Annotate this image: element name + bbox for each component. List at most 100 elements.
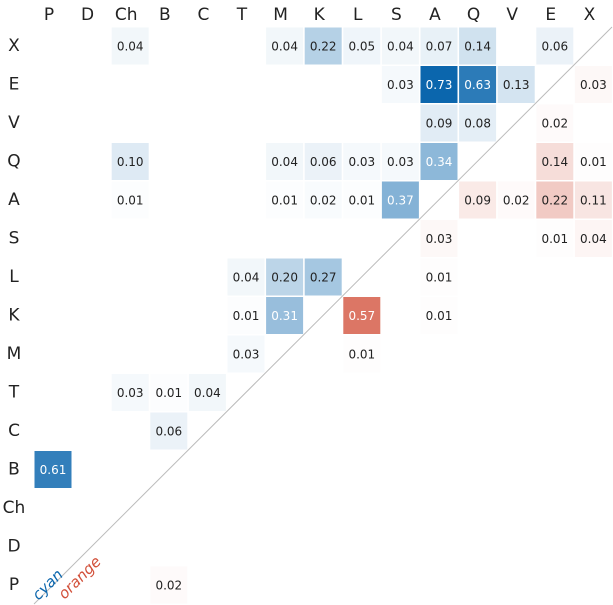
cell-label: 0.04 <box>580 232 607 246</box>
cell-label: 0.09 <box>464 194 491 208</box>
cell-label: 0.14 <box>541 155 568 169</box>
cell-label: 0.06 <box>310 155 337 169</box>
x-tick-label: D <box>81 5 94 25</box>
cell-label: 0.22 <box>541 194 568 208</box>
y-tick-label: E <box>9 75 20 95</box>
x-tick-label: K <box>314 5 326 25</box>
cell <box>381 66 419 103</box>
cell-label: 0.02 <box>541 117 568 131</box>
x-tick-label: M <box>273 5 288 25</box>
y-tick-label: P <box>9 575 19 595</box>
cell <box>266 297 304 334</box>
cell <box>150 412 188 450</box>
cell-label: 0.01 <box>155 386 182 400</box>
cell <box>343 297 381 334</box>
cell <box>266 258 304 296</box>
cell-label: 0.13 <box>503 78 530 92</box>
cell-label: 0.03 <box>233 348 260 362</box>
y-tick-label: B <box>8 460 20 480</box>
x-tick-label: V <box>506 5 518 25</box>
cell <box>536 27 574 65</box>
cell <box>304 143 342 180</box>
y-tick-label: X <box>8 36 20 56</box>
cell-label: 0.02 <box>155 579 182 593</box>
cell-label: 0.07 <box>426 40 453 54</box>
y-tick-label: M <box>7 344 22 364</box>
cell-label: 0.31 <box>271 309 298 323</box>
cell <box>420 27 458 65</box>
y-tick-label: L <box>9 267 19 287</box>
cell <box>459 27 497 65</box>
cell-label: 0.04 <box>271 155 298 169</box>
cell-label: 0.27 <box>310 271 337 285</box>
y-tick-label: K <box>8 306 20 326</box>
x-tick-label: A <box>429 5 441 25</box>
cell-label: 0.01 <box>271 194 298 208</box>
cell-label: 0.03 <box>117 386 144 400</box>
y-tick-label: A <box>8 190 20 210</box>
cell-label: 0.02 <box>503 194 530 208</box>
cell <box>574 181 612 219</box>
cell <box>420 104 458 142</box>
x-tick-label: P <box>44 5 54 25</box>
cell-label: 0.63 <box>464 78 491 92</box>
cell-label: 0.01 <box>348 194 375 208</box>
cell-label: 0.01 <box>580 155 607 169</box>
cell <box>459 104 497 142</box>
cell-label: 0.03 <box>348 155 375 169</box>
cell-label: 0.05 <box>348 40 375 54</box>
x-tick-label: Ch <box>115 5 138 25</box>
cell <box>111 374 149 411</box>
x-tick-label: E <box>545 5 556 25</box>
cell-label: 0.01 <box>117 194 144 208</box>
x-tick-label: X <box>584 5 596 25</box>
cell-label: 0.10 <box>117 155 144 169</box>
cell-label: 0.09 <box>426 117 453 131</box>
cell-label: 0.01 <box>348 348 375 362</box>
y-tick-label: S <box>9 229 20 249</box>
x-tick-label: T <box>236 5 248 25</box>
cell <box>420 66 458 103</box>
cell <box>381 27 419 65</box>
x-tick-label: S <box>391 5 402 25</box>
cell-label: 0.11 <box>580 194 607 208</box>
cell <box>420 143 458 180</box>
x-tick-label: L <box>353 5 363 25</box>
cell-label: 0.04 <box>233 271 260 285</box>
cell-label: 0.03 <box>387 78 414 92</box>
cell-label: 0.02 <box>310 194 337 208</box>
cell <box>343 143 381 180</box>
cell <box>574 66 612 103</box>
cell-label: 0.01 <box>426 271 453 285</box>
cell-label: 0.20 <box>271 271 298 285</box>
cell-label: 0.22 <box>310 40 337 54</box>
diagonal <box>33 26 613 605</box>
y-tick-label: T <box>8 383 20 403</box>
cell-label: 0.01 <box>541 232 568 246</box>
cell-label: 0.34 <box>426 155 453 169</box>
cell-label: 0.03 <box>426 232 453 246</box>
cell <box>420 220 458 257</box>
y-tick-label: Ch <box>3 498 26 518</box>
cell <box>536 181 574 219</box>
cell-label: 0.04 <box>271 40 298 54</box>
cell-label: 0.06 <box>155 425 182 439</box>
cell <box>381 143 419 180</box>
cell-label: 0.61 <box>40 463 67 477</box>
y-tick-label: D <box>7 537 20 557</box>
cell <box>381 181 419 219</box>
cell-label: 0.01 <box>233 309 260 323</box>
y-tick-label: V <box>8 113 20 133</box>
cell <box>343 27 381 65</box>
cell <box>459 181 497 219</box>
cell-label: 0.01 <box>426 309 453 323</box>
cell <box>34 451 72 488</box>
cell-label: 0.57 <box>348 309 375 323</box>
cell <box>459 66 497 103</box>
cell <box>227 258 265 296</box>
x-tick-label: Q <box>467 5 480 25</box>
cell <box>111 27 149 65</box>
cell-label: 0.08 <box>464 117 491 131</box>
y-tick-label: C <box>8 421 20 441</box>
